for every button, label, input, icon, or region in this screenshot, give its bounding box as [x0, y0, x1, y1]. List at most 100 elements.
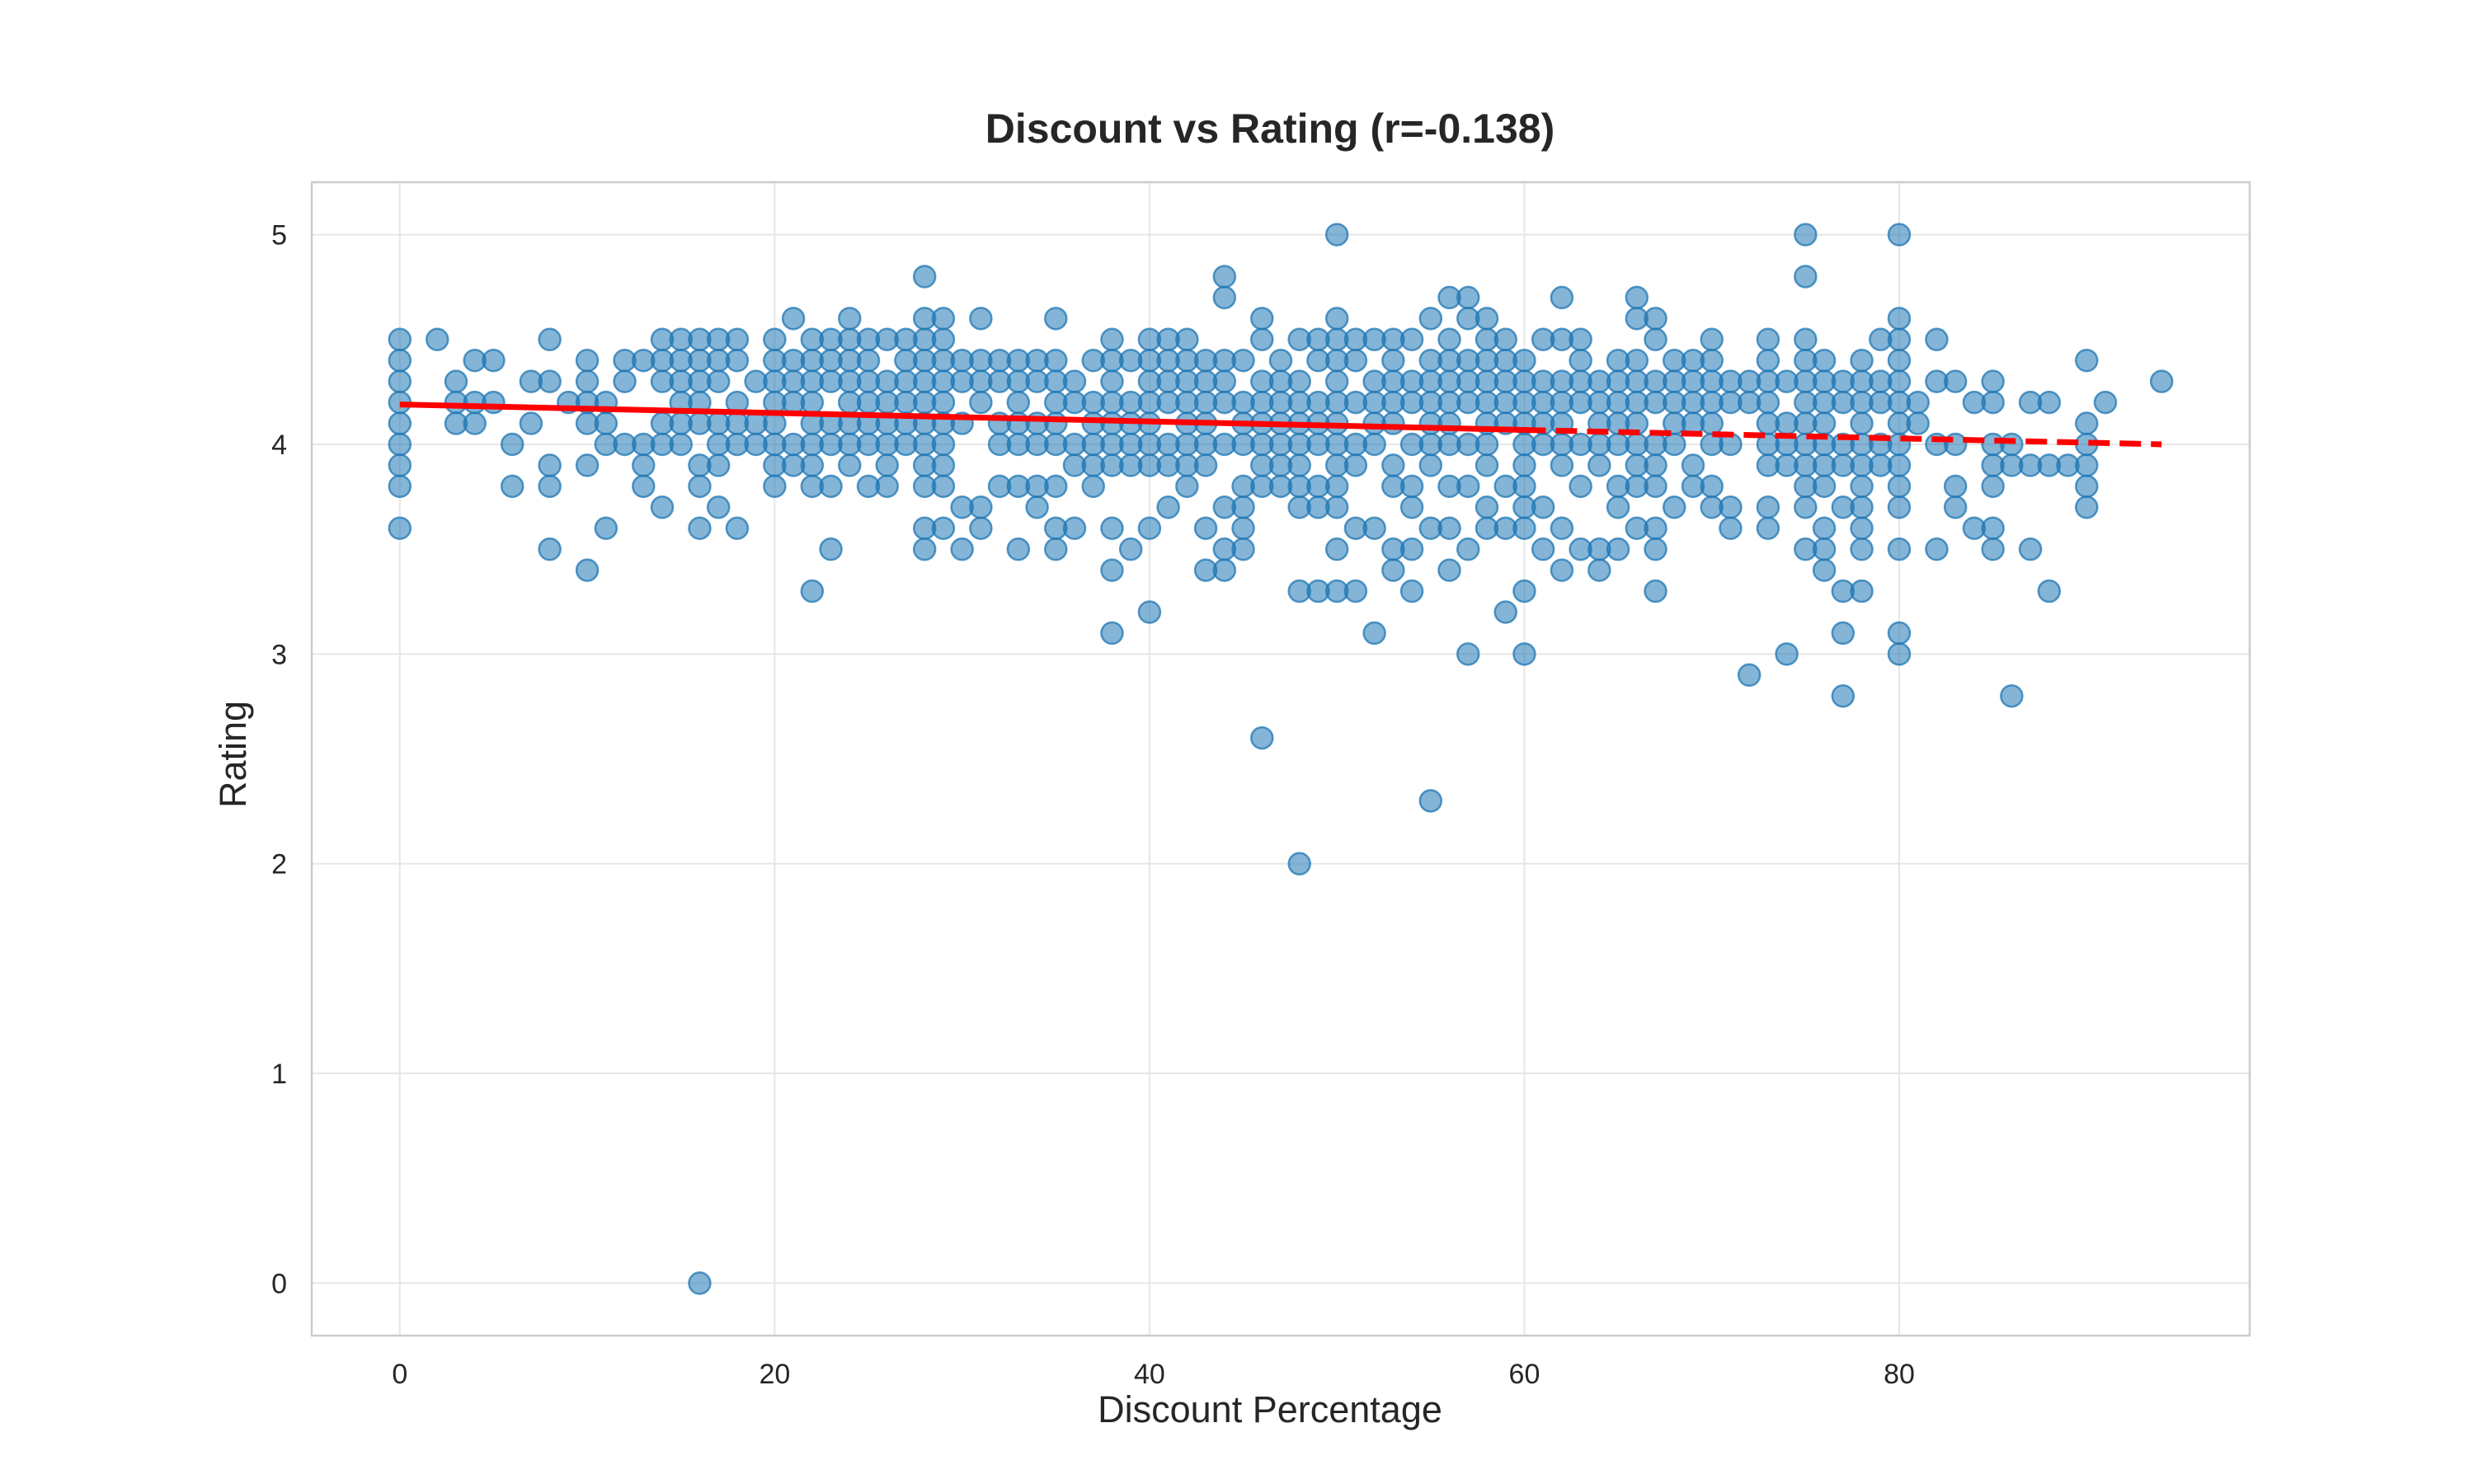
data-point — [2075, 474, 2099, 499]
data-point — [1644, 474, 1667, 499]
data-point — [1212, 369, 1237, 393]
x-tick-label: 40 — [1134, 1359, 1165, 1390]
x-tick-label: 20 — [759, 1359, 790, 1390]
data-point — [1100, 516, 1124, 540]
data-point — [875, 474, 899, 499]
data-point — [1775, 642, 1799, 666]
x-tick-label: 60 — [1509, 1359, 1540, 1390]
data-point — [1100, 369, 1124, 393]
data-point — [688, 474, 712, 499]
data-point — [1812, 516, 1837, 540]
data-point — [1324, 495, 1349, 519]
data-point — [1399, 579, 1424, 603]
data-point — [969, 516, 993, 540]
data-point — [500, 474, 524, 499]
data-point — [1850, 495, 1874, 519]
data-point — [1794, 495, 1818, 519]
data-point — [1887, 327, 1912, 352]
data-point — [931, 432, 956, 457]
data-point — [1512, 453, 1536, 477]
data-point — [1812, 474, 1837, 499]
data-point — [1625, 285, 1649, 310]
data-point — [1981, 390, 2005, 415]
data-point — [1906, 390, 1930, 415]
data-point — [632, 474, 656, 499]
y-tick-label: 1 — [271, 1059, 287, 1090]
data-point — [1137, 516, 1162, 540]
data-point — [1287, 369, 1311, 393]
data-point — [1850, 411, 1874, 435]
data-point — [1456, 642, 1480, 666]
data-point — [2037, 390, 2062, 415]
data-point — [800, 390, 825, 415]
data-point — [1324, 537, 1349, 561]
trend-line-solid — [399, 402, 1525, 433]
data-point — [2075, 495, 2099, 519]
data-point — [2000, 432, 2024, 457]
data-point — [1887, 307, 1912, 331]
data-point — [1906, 411, 1930, 435]
data-point — [1418, 789, 1443, 813]
data-point — [1044, 474, 1068, 499]
data-point — [1006, 390, 1031, 415]
data-point — [1943, 474, 1968, 499]
data-point — [1887, 453, 1912, 477]
data-point — [1381, 348, 1405, 373]
data-point — [931, 474, 956, 499]
data-point — [1812, 348, 1837, 373]
data-point — [1981, 369, 2005, 393]
data-point — [1362, 432, 1386, 457]
data-point — [1025, 495, 1049, 519]
data-point — [1887, 223, 1912, 247]
data-point — [1381, 411, 1405, 435]
data-point — [1137, 600, 1162, 624]
chart-title: Discount vs Rating (r=-0.138) — [985, 106, 1554, 152]
data-point — [594, 411, 618, 435]
data-point — [575, 453, 600, 477]
data-point — [725, 516, 750, 540]
data-point — [1531, 537, 1555, 561]
data-point — [388, 432, 412, 457]
data-point — [1324, 474, 1349, 499]
data-point — [931, 390, 956, 415]
data-point — [1475, 432, 1499, 457]
data-point — [2075, 411, 2099, 435]
data-point — [1887, 474, 1912, 499]
data-point — [1887, 642, 1912, 666]
data-point — [594, 516, 618, 540]
data-point — [1399, 495, 1424, 519]
data-point — [1399, 474, 1424, 499]
data-point — [538, 327, 562, 352]
x-axis-ticks: 0 20 40 60 80 — [392, 1359, 1915, 1390]
data-point — [931, 516, 956, 540]
data-point — [1756, 495, 1780, 519]
data-point — [838, 307, 862, 331]
data-point — [1719, 516, 1743, 540]
data-point — [1212, 265, 1237, 289]
data-point — [388, 516, 412, 540]
data-point — [1925, 327, 1949, 352]
data-point — [669, 432, 693, 457]
data-point — [1700, 327, 1724, 352]
y-tick-label: 2 — [271, 849, 287, 881]
data-point — [1250, 307, 1274, 331]
data-point — [1531, 495, 1555, 519]
data-point — [1044, 411, 1068, 435]
data-point — [931, 307, 956, 331]
data-point — [1512, 579, 1536, 603]
data-point — [1343, 348, 1368, 373]
data-point — [1981, 516, 2005, 540]
trend-line — [399, 402, 2162, 448]
data-point — [1887, 537, 1912, 561]
y-axis-ticks: 0 1 2 3 4 5 — [271, 220, 287, 1300]
data-point — [1381, 453, 1405, 477]
data-point — [1268, 348, 1293, 373]
data-point — [1418, 453, 1443, 477]
data-point — [2093, 390, 2118, 415]
y-tick-label: 4 — [271, 430, 287, 461]
data-point — [969, 390, 993, 415]
data-point — [613, 369, 637, 393]
data-point — [1250, 327, 1274, 352]
data-point — [838, 453, 862, 477]
